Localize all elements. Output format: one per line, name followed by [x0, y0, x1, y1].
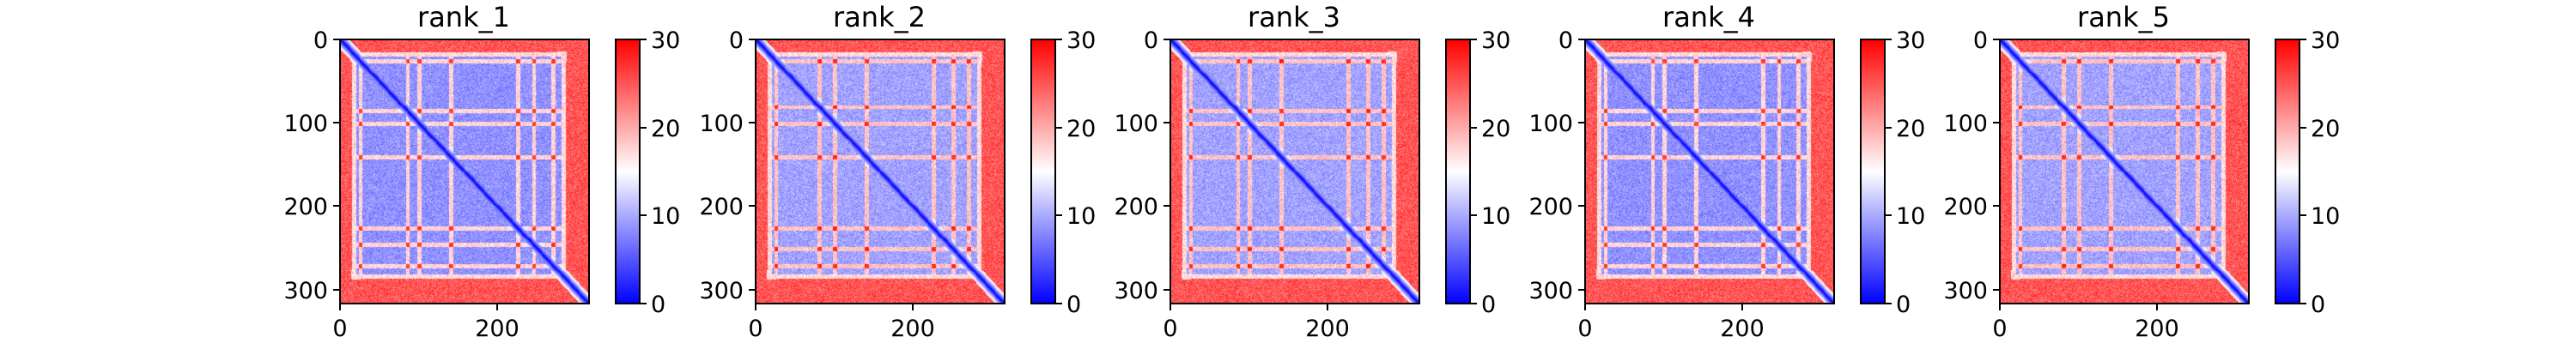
y-tick-label: 200 — [1114, 194, 1158, 220]
y-tick-label: 300 — [699, 278, 744, 304]
panel-title: rank_3 — [1248, 1, 1340, 33]
x-tick-label: 200 — [1305, 316, 1350, 342]
heatmap-frame — [1170, 39, 1420, 304]
colorbar-tick-label: 30 — [651, 27, 680, 54]
x-tick-label: 200 — [475, 316, 519, 342]
colorbar-tick-label: 30 — [1066, 27, 1096, 54]
y-tick-label: 0 — [313, 27, 328, 54]
heatmap-frame — [339, 39, 590, 304]
colorbar-tick-label: 0 — [2311, 292, 2325, 318]
colorbar — [1445, 39, 1471, 304]
panel-rank-3: rank_3 0 100 200 300 0 200 0 10 20 30 — [1114, 1, 1510, 342]
panel-title: rank_4 — [1662, 1, 1755, 33]
panel-rank-2: rank_2 0 100 200 300 0 200 0 10 20 30 — [699, 1, 1096, 342]
colorbar-tick-label: 20 — [1066, 116, 1096, 142]
x-tick-label: 0 — [748, 316, 762, 342]
heatmap-frame — [1999, 39, 2250, 304]
colorbar-tick-label: 20 — [2311, 116, 2340, 142]
colorbar-tick-label: 10 — [651, 203, 680, 230]
colorbar-tick-label: 20 — [1481, 116, 1510, 142]
colorbar-tick-label: 30 — [2311, 27, 2340, 54]
colorbar-tick-label: 0 — [1896, 292, 1911, 318]
heatmap-image — [1585, 39, 1834, 304]
colorbar — [1030, 39, 1056, 304]
y-tick-label: 100 — [283, 111, 328, 137]
y-tick-label: 300 — [1943, 278, 1988, 304]
heatmap-image — [1170, 39, 1419, 304]
colorbar-tick-label: 10 — [1066, 203, 1096, 230]
colorbar-tick-label: 10 — [1896, 203, 1925, 230]
colorbar-tick-label: 20 — [651, 116, 680, 142]
y-tick-label: 200 — [699, 194, 744, 220]
y-tick-label: 100 — [1114, 111, 1158, 137]
colorbar-tick-label: 30 — [1896, 27, 1925, 54]
heatmap-frame — [1584, 39, 1835, 304]
panel-rank-5: rank_5 0 100 200 300 0 200 0 10 20 30 — [1943, 1, 2340, 342]
colorbar-tick-label: 0 — [1481, 292, 1496, 318]
colorbar — [2275, 39, 2300, 304]
colorbar-tick-label: 0 — [1066, 292, 1081, 318]
x-tick-label: 0 — [332, 316, 347, 342]
x-tick-label: 200 — [890, 316, 935, 342]
x-tick-label: 0 — [1992, 316, 2007, 342]
heatmap-frame — [755, 39, 1005, 304]
x-tick-label: 0 — [1577, 316, 1592, 342]
x-tick-label: 0 — [1163, 316, 1177, 342]
colorbar-tick-label: 20 — [1896, 116, 1925, 142]
y-tick-label: 300 — [283, 278, 328, 304]
colorbar-tick-label: 10 — [1481, 203, 1510, 230]
colorbar — [1860, 39, 1886, 304]
y-tick-label: 200 — [1943, 194, 1988, 220]
y-tick-label: 0 — [729, 27, 744, 54]
y-tick-label: 300 — [1114, 278, 1158, 304]
panel-title: rank_2 — [833, 1, 926, 33]
panel-rank-4: rank_4 0 100 200 300 0 200 0 10 20 30 — [1528, 1, 1925, 342]
y-tick-label: 0 — [1973, 27, 1988, 54]
colorbar-tick-label: 30 — [1481, 27, 1510, 54]
heatmap-image — [2000, 39, 2249, 304]
heatmap-image — [340, 39, 589, 304]
colorbar-tick-label: 0 — [651, 292, 665, 318]
y-tick-label: 200 — [283, 194, 328, 220]
y-tick-label: 200 — [1528, 194, 1573, 220]
y-tick-label: 0 — [1558, 27, 1573, 54]
heatmap-image — [756, 39, 1005, 304]
panel-title: rank_1 — [417, 1, 510, 33]
colorbar-tick-label: 10 — [2311, 203, 2340, 230]
panel-title: rank_5 — [2077, 1, 2170, 33]
y-tick-label: 100 — [1528, 111, 1573, 137]
y-tick-label: 100 — [699, 111, 744, 137]
y-tick-label: 0 — [1144, 27, 1158, 54]
x-tick-label: 200 — [2135, 316, 2179, 342]
y-tick-label: 100 — [1943, 111, 1988, 137]
colorbar — [615, 39, 641, 304]
panel-rank-1: rank_1 0 100 200 300 0 200 0 10 20 30 — [283, 1, 680, 342]
x-tick-label: 200 — [1720, 316, 1765, 342]
y-tick-label: 300 — [1528, 278, 1573, 304]
